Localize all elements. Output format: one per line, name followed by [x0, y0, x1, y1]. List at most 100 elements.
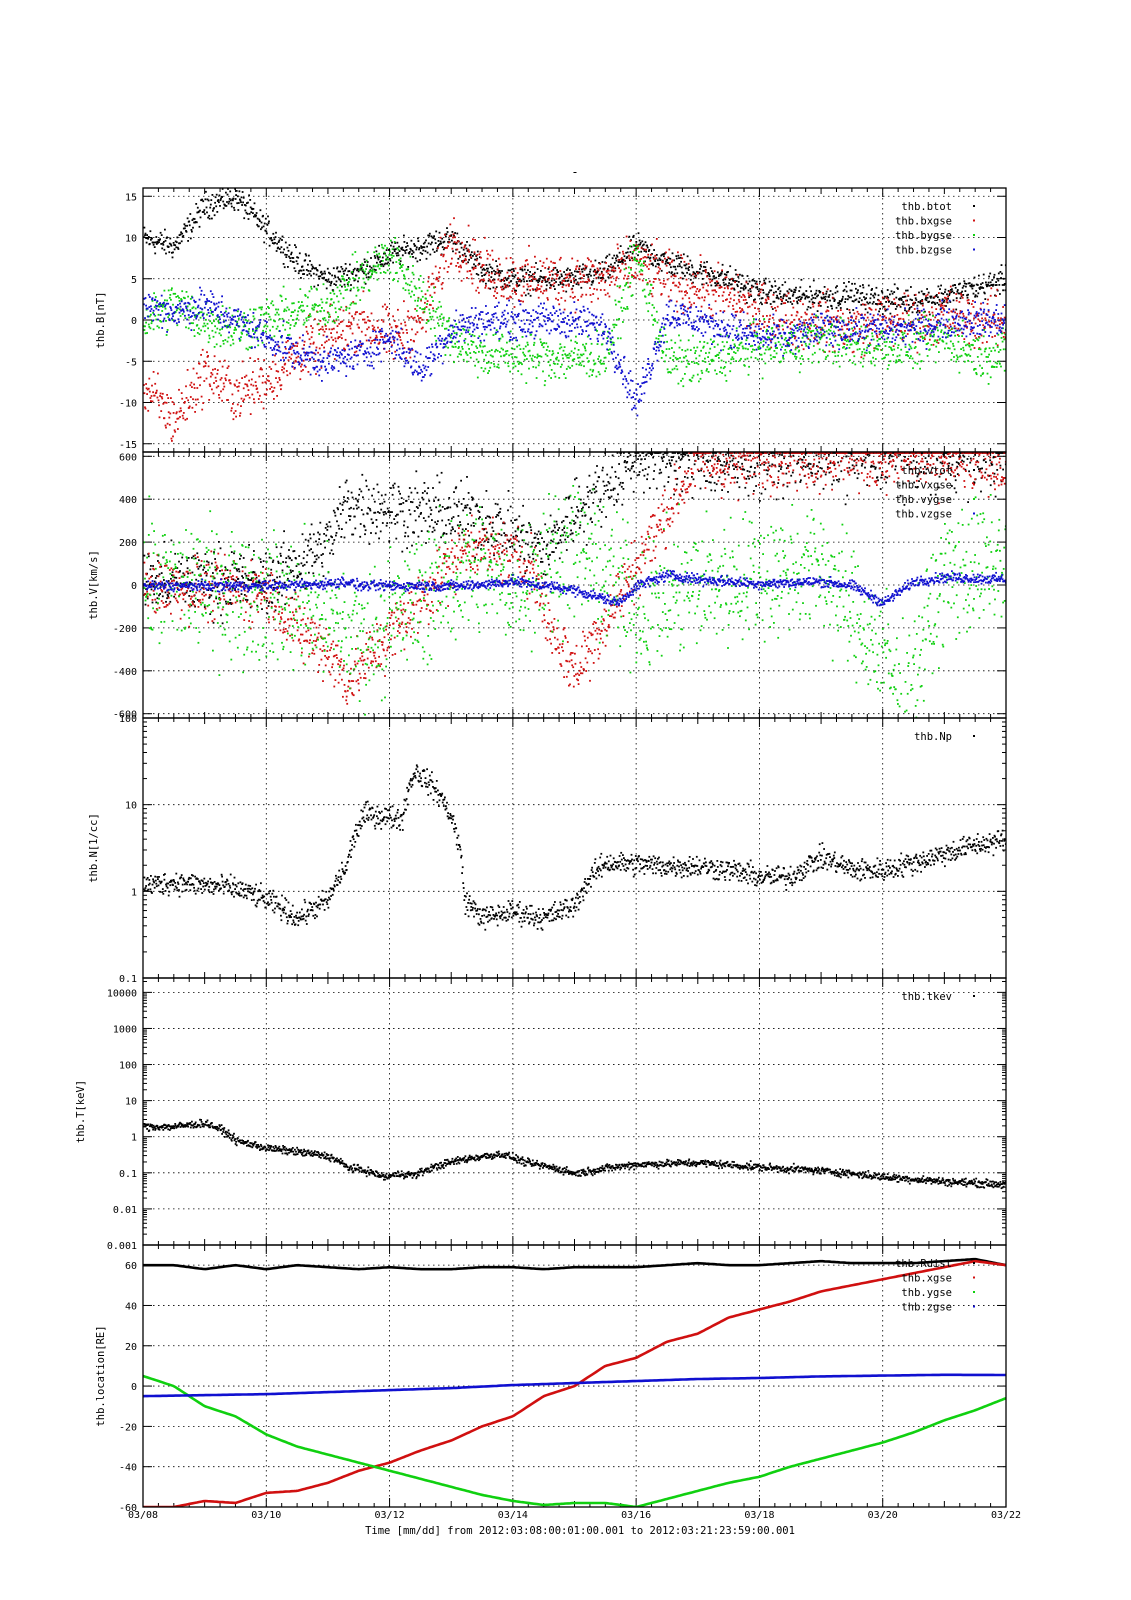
data-point — [771, 308, 774, 310]
data-point — [319, 328, 322, 330]
data-point — [537, 364, 540, 367]
data-point — [592, 359, 595, 362]
data-point — [875, 286, 878, 289]
data-point — [798, 295, 801, 298]
data-point — [144, 232, 147, 235]
data-point — [407, 268, 410, 271]
data-point — [540, 290, 542, 293]
data-point — [620, 260, 623, 263]
data-point — [835, 317, 837, 320]
data-point — [747, 306, 749, 309]
data-point — [236, 403, 239, 406]
data-point — [376, 278, 379, 281]
data-point — [684, 349, 687, 352]
data-point — [968, 342, 970, 345]
data-point — [822, 292, 824, 294]
data-point — [339, 270, 342, 273]
data-point — [841, 328, 844, 331]
data-point — [648, 263, 651, 266]
data-point — [293, 325, 296, 327]
data-point — [944, 291, 946, 293]
data-point — [240, 336, 242, 339]
data-point — [488, 271, 490, 274]
data-point — [240, 331, 243, 334]
data-point — [916, 304, 919, 307]
data-point — [280, 246, 283, 249]
data-point — [297, 256, 300, 259]
data-point — [327, 312, 330, 314]
data-point — [704, 269, 707, 272]
data-point — [563, 280, 565, 282]
data-point — [345, 305, 348, 308]
data-point — [293, 267, 296, 270]
data-point — [621, 262, 624, 265]
data-point — [829, 329, 832, 332]
data-point — [442, 255, 445, 258]
data-point — [863, 354, 866, 357]
data-point — [199, 384, 201, 387]
data-point — [842, 312, 844, 315]
data-point — [952, 342, 954, 345]
data-point — [685, 290, 687, 293]
data-point — [651, 262, 654, 265]
data-point — [999, 323, 1001, 326]
data-point — [335, 318, 338, 321]
data-point — [837, 329, 840, 332]
data-point — [360, 286, 363, 289]
data-point — [638, 243, 640, 246]
data-point — [979, 364, 981, 367]
data-point — [564, 277, 567, 279]
data-point — [940, 303, 942, 306]
data-point — [145, 387, 148, 390]
data-point — [314, 303, 316, 306]
data-point — [153, 394, 156, 397]
data-point — [728, 279, 731, 281]
data-point — [459, 335, 461, 337]
data-point — [918, 353, 921, 356]
data-point — [504, 284, 507, 287]
data-point — [393, 320, 396, 322]
data-point — [637, 247, 639, 249]
data-point — [490, 362, 493, 364]
data-point — [1001, 284, 1004, 286]
data-point — [832, 297, 835, 300]
data-point — [660, 335, 663, 337]
data-point — [200, 329, 202, 332]
data-point — [268, 307, 270, 309]
data-point — [410, 248, 412, 251]
data-point — [181, 397, 184, 400]
data-point — [298, 306, 301, 308]
data-point — [753, 280, 756, 282]
data-point — [242, 387, 245, 390]
data-point — [559, 270, 562, 272]
data-point — [157, 313, 160, 316]
data-point — [143, 384, 145, 386]
data-point — [781, 299, 783, 302]
data-point — [473, 263, 475, 266]
data-point — [296, 317, 298, 320]
data-point — [737, 298, 740, 301]
data-point — [418, 247, 421, 249]
data-point — [243, 204, 246, 206]
data-point — [559, 366, 562, 368]
data-point — [951, 327, 954, 330]
data-point — [405, 282, 407, 285]
data-point — [273, 242, 275, 245]
data-point — [565, 269, 568, 271]
data-point — [727, 352, 729, 355]
data-point — [741, 345, 744, 348]
data-point — [461, 348, 464, 350]
data-point — [598, 355, 600, 358]
data-point — [151, 320, 153, 323]
data-point — [408, 292, 411, 295]
data-point — [402, 287, 405, 290]
data-point — [628, 272, 631, 274]
data-point — [998, 327, 1001, 330]
data-point — [221, 188, 224, 190]
data-point — [582, 263, 584, 266]
data-point — [537, 355, 540, 358]
data-point — [461, 345, 463, 348]
data-point — [746, 302, 748, 304]
data-point — [552, 268, 555, 271]
data-point — [965, 344, 967, 347]
